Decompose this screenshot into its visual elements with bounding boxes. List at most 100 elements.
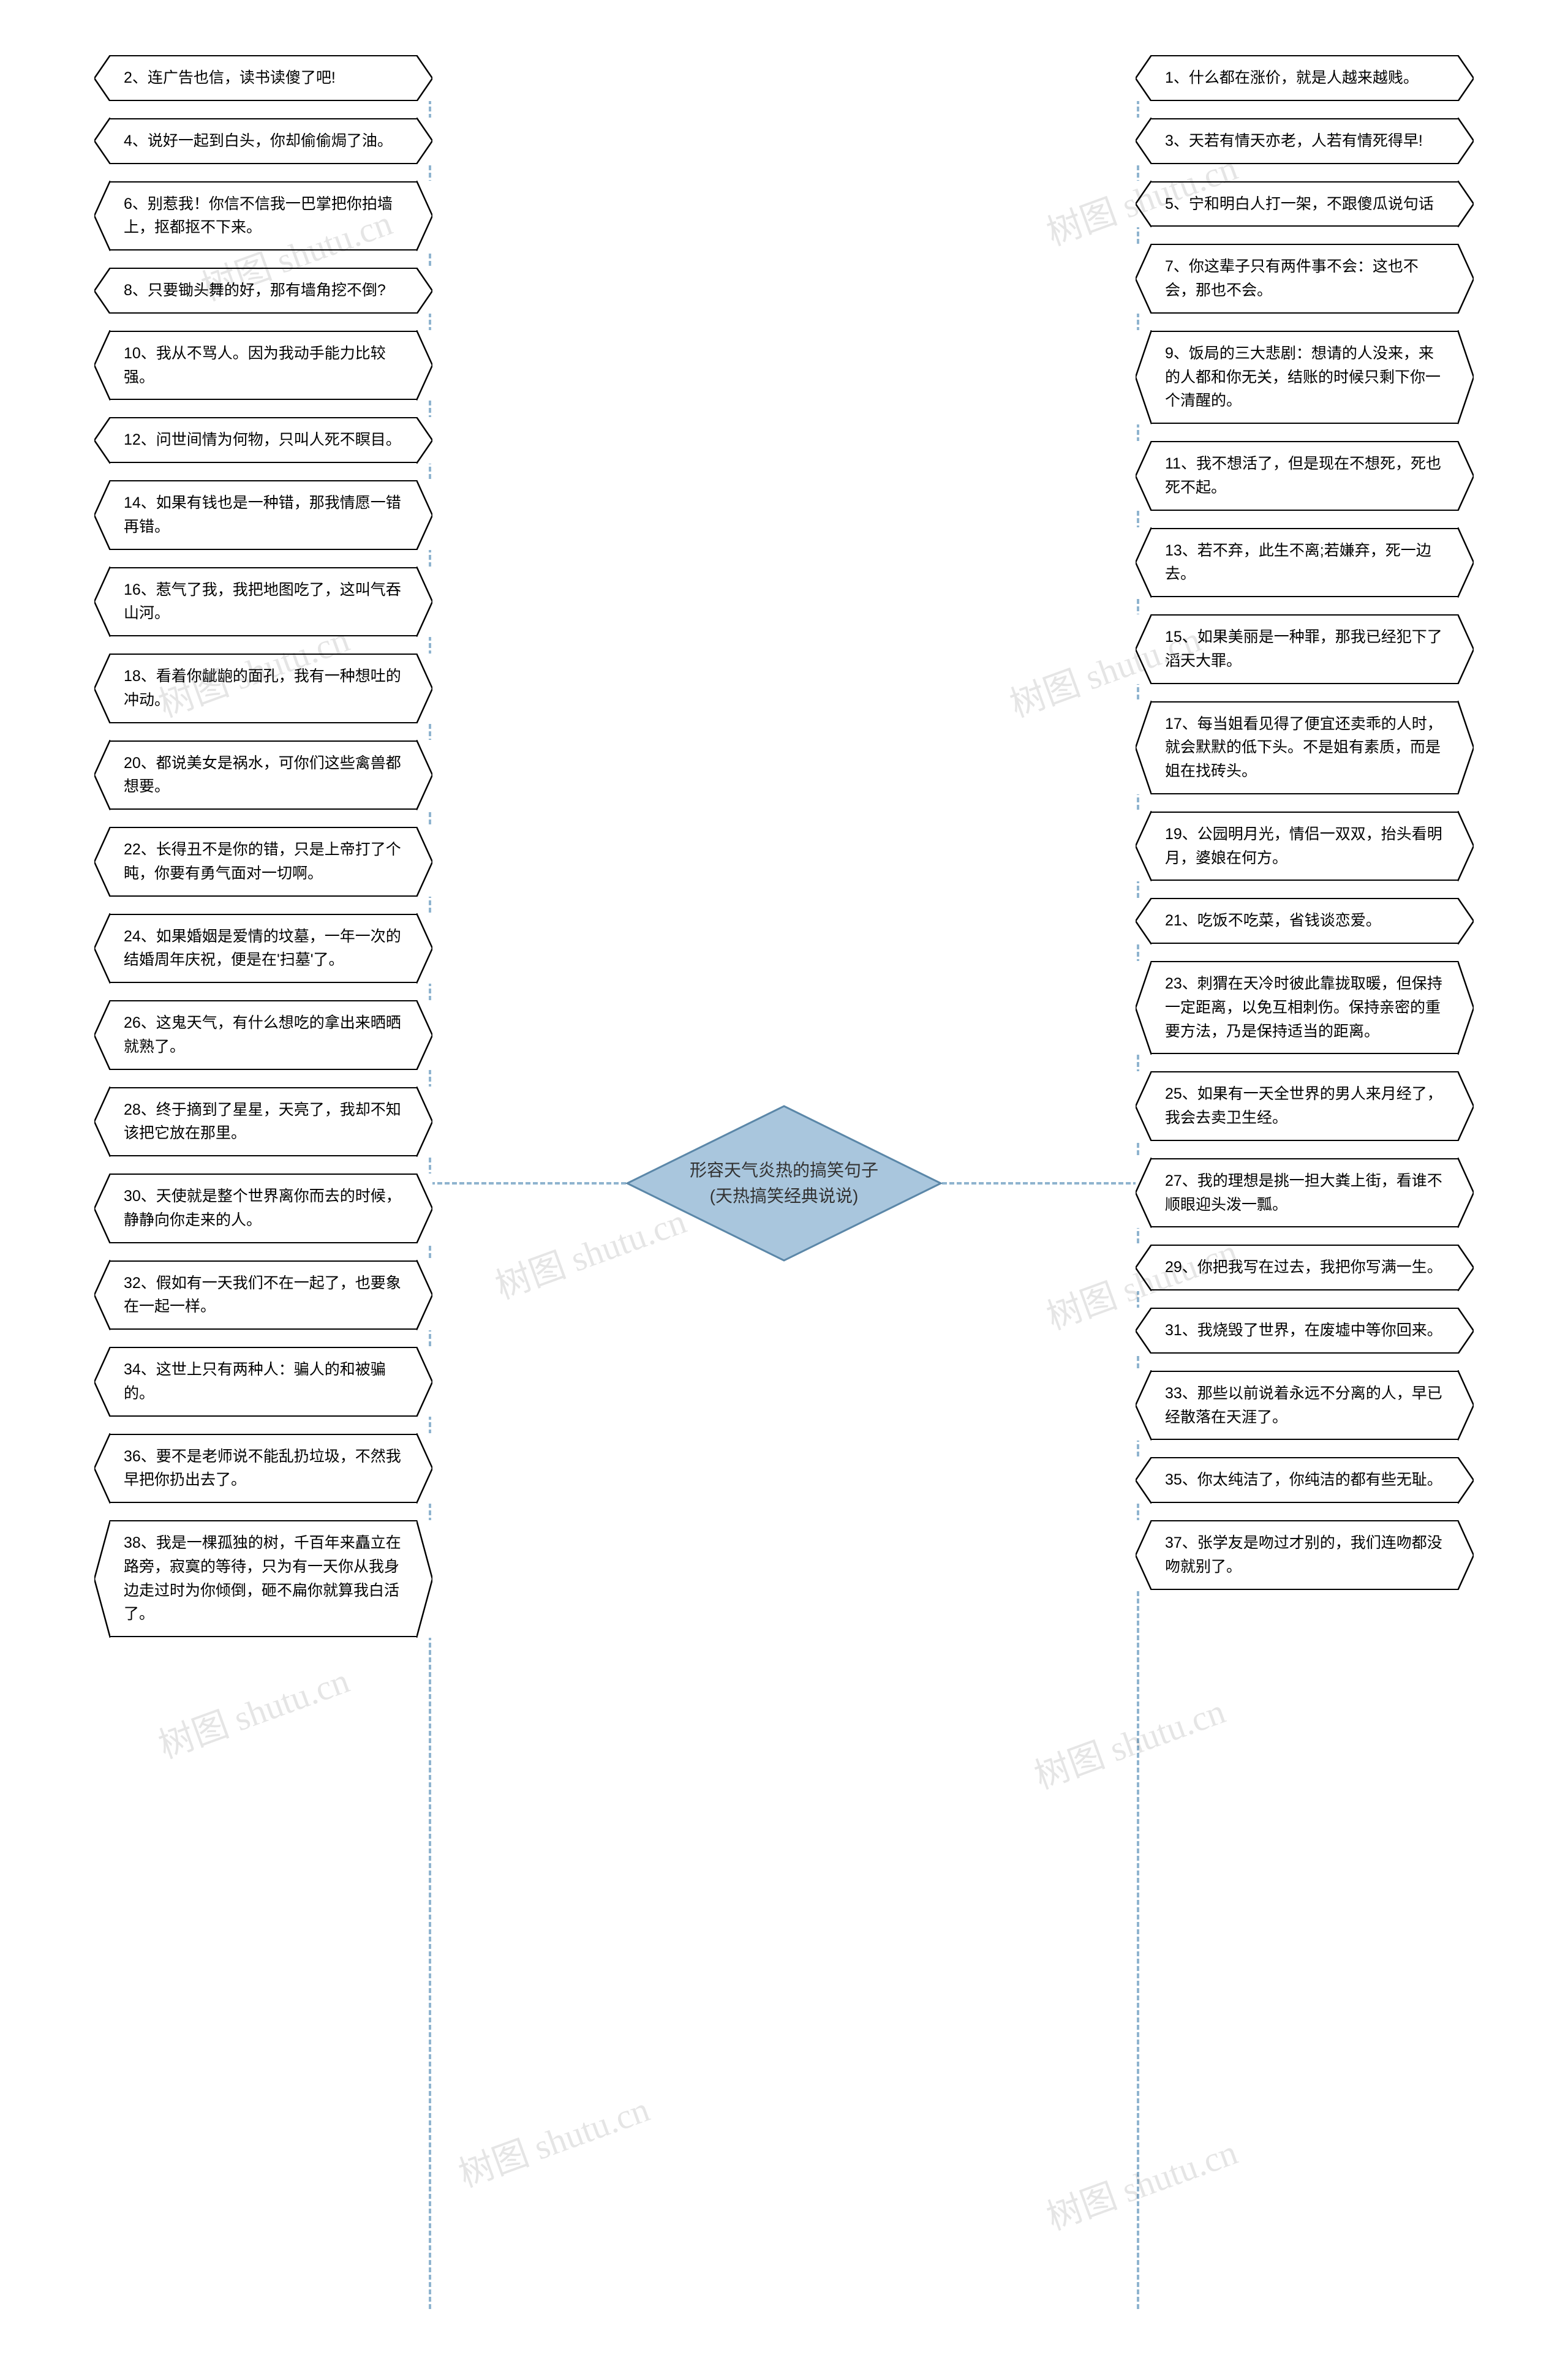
mindmap-node: 15、如果美丽是一种罪，那我已经犯下了滔天大罪。 bbox=[1152, 614, 1458, 684]
node-cap-left-icon bbox=[94, 55, 110, 102]
node-body: 5、宁和明白人打一架，不跟傻瓜说句话 bbox=[1152, 181, 1458, 227]
node-cap-right-icon bbox=[1458, 811, 1474, 881]
node-cap-left-icon bbox=[94, 1087, 110, 1157]
node-body: 35、你太纯洁了，你纯洁的都有些无耻。 bbox=[1152, 1457, 1458, 1503]
node-body: 26、这鬼天气，有什么想吃的拿出来晒晒就熟了。 bbox=[110, 1000, 417, 1070]
node-cap-right-icon bbox=[417, 654, 432, 724]
mindmap-node: 16、惹气了我，我把地图吃了，这叫气吞山河。 bbox=[110, 567, 417, 637]
node-body: 22、长得丑不是你的错，只是上帝打了个盹，你要有勇气面对一切啊。 bbox=[110, 827, 417, 897]
node-body: 10、我从不骂人。因为我动手能力比较强。 bbox=[110, 331, 417, 401]
node-text: 26、这鬼天气，有什么想吃的拿出来晒晒就熟了。 bbox=[124, 1011, 403, 1059]
mindmap-node: 17、每当姐看见得了便宜还卖乖的人时，就会默默的低下头。不是姐有素质，而是姐在找… bbox=[1152, 701, 1458, 794]
node-body: 38、我是一棵孤独的树，千百年来矗立在路旁，寂寞的等待，只为有一天你从我身边走过… bbox=[110, 1520, 417, 1637]
node-cap-right-icon bbox=[1458, 1520, 1474, 1591]
node-body: 32、假如有一天我们不在一起了，也要象在一起一样。 bbox=[110, 1260, 417, 1330]
node-cap-right-icon bbox=[1458, 961, 1474, 1055]
node-cap-right-icon bbox=[1458, 330, 1474, 424]
node-text: 30、天使就是整个世界离你而去的时候，静静向你走来的人。 bbox=[124, 1185, 403, 1232]
mindmap-node: 31、我烧毁了世界，在废墟中等你回来。 bbox=[1152, 1308, 1458, 1354]
node-text: 19、公园明月光，情侣一双双，抬头看明月，婆娘在何方。 bbox=[1165, 823, 1444, 870]
mindmap-node: 27、我的理想是挑一担大粪上街，看谁不顺眼迎头泼一瓢。 bbox=[1152, 1158, 1458, 1228]
mindmap-canvas: 2、连广告也信，读书读傻了吧!4、说好一起到白头，你却偷偷焗了油。6、别惹我！你… bbox=[0, 0, 1568, 2366]
node-cap-left-icon bbox=[94, 1520, 110, 1638]
node-cap-left-icon bbox=[1136, 1370, 1152, 1441]
center-node: 形容天气炎热的搞笑句子(天热搞笑经典说说) bbox=[625, 1104, 943, 1263]
mindmap-node: 14、如果有钱也是一种错，那我情愿一错再错。 bbox=[110, 480, 417, 550]
node-text: 12、问世间情为何物，只叫人死不瞑目。 bbox=[124, 428, 401, 452]
node-body: 13、若不弃，此生不离;若嫌弃，死一边去。 bbox=[1152, 528, 1458, 598]
node-text: 4、说好一起到白头，你却偷偷焗了油。 bbox=[124, 129, 393, 153]
mindmap-node: 11、我不想活了，但是现在不想死，死也死不起。 bbox=[1152, 441, 1458, 511]
node-body: 34、这世上只有两种人：骗人的和被骗的。 bbox=[110, 1347, 417, 1417]
left-column: 2、连广告也信，读书读傻了吧!4、说好一起到白头，你却偷偷焗了油。6、别惹我！你… bbox=[74, 55, 417, 1637]
node-cap-left-icon bbox=[1136, 181, 1152, 227]
mindmap-node: 18、看着你龇龅的面孔，我有一种想吐的冲动。 bbox=[110, 654, 417, 723]
node-cap-left-icon bbox=[94, 654, 110, 724]
mindmap-node: 8、只要锄头舞的好，那有墙角挖不倒? bbox=[110, 268, 417, 314]
node-body: 11、我不想活了，但是现在不想死，死也死不起。 bbox=[1152, 441, 1458, 511]
mindmap-node: 38、我是一棵孤独的树，千百年来矗立在路旁，寂寞的等待，只为有一天你从我身边走过… bbox=[110, 1520, 417, 1637]
center-title: 形容天气炎热的搞笑句子(天热搞笑经典说说) bbox=[680, 1158, 888, 1209]
node-text: 7、你这辈子只有两件事不会：这也不会，那也不会。 bbox=[1165, 255, 1444, 303]
connector-mid-right bbox=[942, 1182, 1138, 1185]
node-cap-left-icon bbox=[94, 118, 110, 164]
node-cap-right-icon bbox=[417, 1520, 432, 1638]
mindmap-node: 37、张学友是吻过才别的，我们连吻都没吻就别了。 bbox=[1152, 1520, 1458, 1590]
node-text: 35、你太纯洁了，你纯洁的都有些无耻。 bbox=[1165, 1468, 1442, 1492]
node-cap-right-icon bbox=[1458, 701, 1474, 794]
node-text: 33、那些以前说着永远不分离的人，早已经散落在天涯了。 bbox=[1165, 1382, 1444, 1430]
node-text: 37、张学友是吻过才别的，我们连吻都没吻就别了。 bbox=[1165, 1531, 1444, 1579]
mindmap-node: 23、刺猬在天冷时彼此靠拢取暖，但保持一定距离，以免互相刺伤。保持亲密的重要方法… bbox=[1152, 961, 1458, 1054]
node-cap-right-icon bbox=[417, 268, 432, 314]
mindmap-node: 29、你把我写在过去，我把你写满一生。 bbox=[1152, 1245, 1458, 1290]
node-body: 29、你把我写在过去，我把你写满一生。 bbox=[1152, 1245, 1458, 1290]
node-cap-left-icon bbox=[1136, 1457, 1152, 1504]
node-cap-right-icon bbox=[417, 913, 432, 984]
node-cap-left-icon bbox=[94, 480, 110, 551]
connector-mid-left bbox=[430, 1182, 626, 1185]
node-cap-right-icon bbox=[417, 480, 432, 551]
node-cap-right-icon bbox=[417, 330, 432, 401]
node-text: 18、看着你龇龅的面孔，我有一种想吐的冲动。 bbox=[124, 665, 403, 712]
mindmap-node: 20、都说美女是祸水，可你们这些禽兽都想要。 bbox=[110, 740, 417, 810]
node-cap-right-icon bbox=[1458, 118, 1474, 164]
node-body: 8、只要锄头舞的好，那有墙角挖不倒? bbox=[110, 268, 417, 314]
mindmap-node: 32、假如有一天我们不在一起了，也要象在一起一样。 bbox=[110, 1260, 417, 1330]
node-text: 25、如果有一天全世界的男人来月经了，我会去卖卫生经。 bbox=[1165, 1082, 1444, 1130]
node-cap-left-icon bbox=[94, 913, 110, 984]
node-cap-right-icon bbox=[417, 740, 432, 810]
node-cap-right-icon bbox=[1458, 1370, 1474, 1441]
node-cap-right-icon bbox=[1458, 441, 1474, 511]
node-cap-left-icon bbox=[1136, 961, 1152, 1055]
node-text: 3、天若有情天亦老，人若有情死得早! bbox=[1165, 129, 1423, 153]
node-text: 5、宁和明白人打一架，不跟傻瓜说句话 bbox=[1165, 192, 1434, 216]
node-cap-right-icon bbox=[417, 181, 432, 251]
watermark-text: 树图 shutu.cn bbox=[1038, 2123, 1243, 2240]
node-text: 38、我是一棵孤独的树，千百年来矗立在路旁，寂寞的等待，只为有一天你从我身边走过… bbox=[124, 1531, 403, 1626]
node-cap-left-icon bbox=[94, 1347, 110, 1417]
node-cap-left-icon bbox=[94, 1260, 110, 1330]
node-text: 11、我不想活了，但是现在不想死，死也死不起。 bbox=[1165, 452, 1444, 500]
node-cap-left-icon bbox=[1136, 1245, 1152, 1291]
mindmap-node: 35、你太纯洁了，你纯洁的都有些无耻。 bbox=[1152, 1457, 1458, 1503]
node-body: 1、什么都在涨价，就是人越来越贱。 bbox=[1152, 55, 1458, 101]
node-cap-right-icon bbox=[417, 1433, 432, 1504]
node-body: 23、刺猬在天冷时彼此靠拢取暖，但保持一定距离，以免互相刺伤。保持亲密的重要方法… bbox=[1152, 961, 1458, 1054]
mindmap-node: 33、那些以前说着永远不分离的人，早已经散落在天涯了。 bbox=[1152, 1371, 1458, 1441]
node-cap-right-icon bbox=[417, 1000, 432, 1071]
node-body: 36、要不是老师说不能乱扔垃圾，不然我早把你扔出去了。 bbox=[110, 1434, 417, 1504]
mindmap-node: 24、如果婚姻是爱情的坟墓，一年一次的结婚周年庆祝，便是在'扫墓'了。 bbox=[110, 914, 417, 984]
node-body: 37、张学友是吻过才别的，我们连吻都没吻就别了。 bbox=[1152, 1520, 1458, 1590]
mindmap-node: 25、如果有一天全世界的男人来月经了，我会去卖卫生经。 bbox=[1152, 1071, 1458, 1141]
node-body: 15、如果美丽是一种罪，那我已经犯下了滔天大罪。 bbox=[1152, 614, 1458, 684]
node-cap-left-icon bbox=[1136, 1520, 1152, 1591]
node-cap-left-icon bbox=[94, 1433, 110, 1504]
mindmap-node: 13、若不弃，此生不离;若嫌弃，死一边去。 bbox=[1152, 528, 1458, 598]
node-body: 20、都说美女是祸水，可你们这些禽兽都想要。 bbox=[110, 740, 417, 810]
node-text: 13、若不弃，此生不离;若嫌弃，死一边去。 bbox=[1165, 539, 1444, 587]
node-text: 32、假如有一天我们不在一起了，也要象在一起一样。 bbox=[124, 1272, 403, 1319]
node-text: 29、你把我写在过去，我把你写满一生。 bbox=[1165, 1256, 1442, 1279]
node-cap-right-icon bbox=[1458, 898, 1474, 944]
mindmap-node: 34、这世上只有两种人：骗人的和被骗的。 bbox=[110, 1347, 417, 1417]
mindmap-node: 1、什么都在涨价，就是人越来越贱。 bbox=[1152, 55, 1458, 101]
